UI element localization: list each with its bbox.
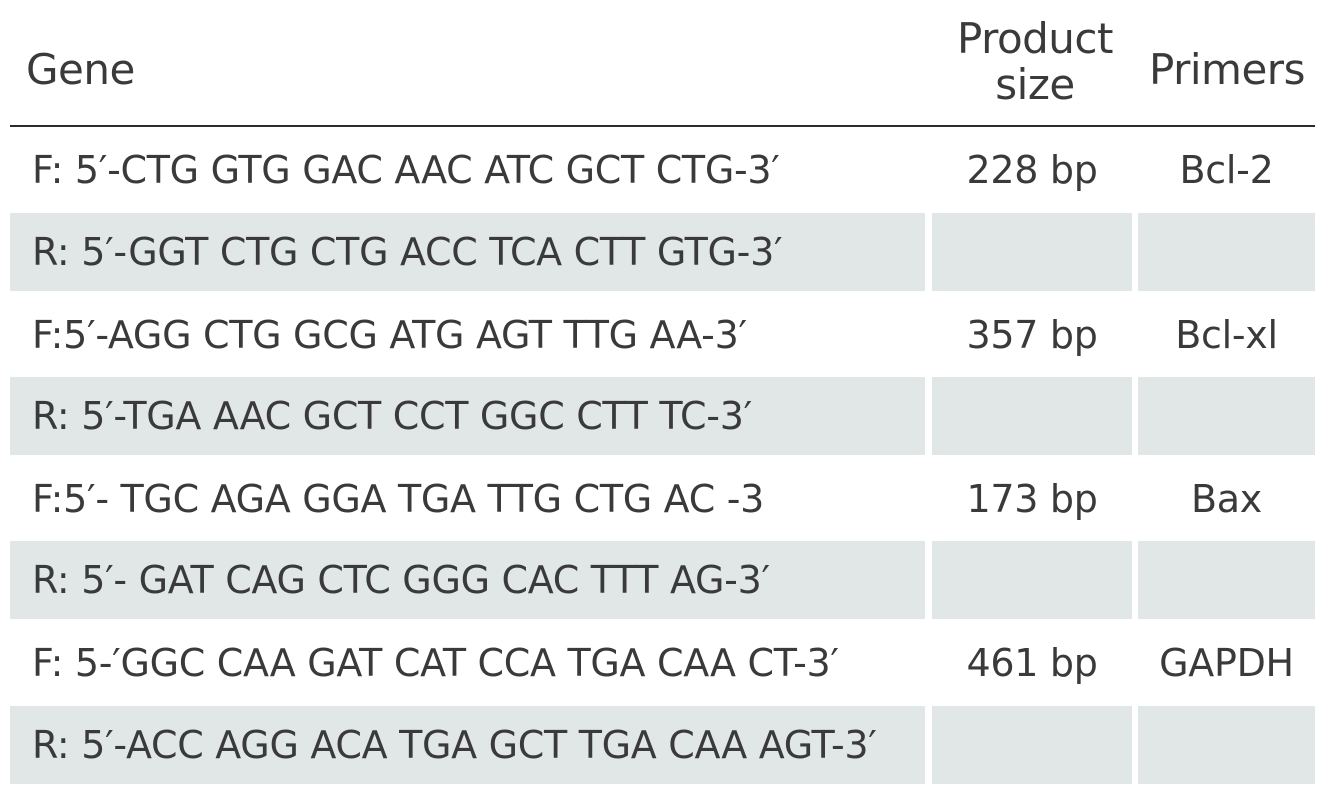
product-size-cell: 461 bp — [966, 641, 1098, 685]
table-row: F:5′- TGC AGA GGA TGA TTG CTG AC -3 173 … — [10, 460, 1315, 538]
primer-name-cell — [1138, 213, 1315, 291]
table-row: F: 5-′GGC CAA GAT CAT CCA TGA CAA CT-3′ … — [10, 624, 1315, 702]
sequence-cell: F: 5-′GGC CAA GAT CAT CCA TGA CAA CT-3′ — [32, 641, 839, 685]
primer-name-cell: Bcl-xl — [1175, 313, 1278, 357]
sequence-cell: R: 5′-TGA AAC GCT CCT GGC CTT TC-3′ — [10, 377, 925, 455]
product-size-cell — [932, 213, 1132, 291]
header-gene: Gene — [26, 45, 135, 94]
header-primers: Primers — [1149, 45, 1305, 94]
product-size-cell: 173 bp — [966, 477, 1098, 521]
product-size-cell — [932, 541, 1132, 619]
table-row: R: 5′- GAT CAG CTC GGG CAC TTT AG-3′ — [10, 541, 1315, 619]
primer-name-cell — [1138, 541, 1315, 619]
sequence-cell: R: 5′-GGT CTG CTG ACC TCA CTT GTG-3′ — [10, 213, 925, 291]
product-size-cell: 357 bp — [966, 313, 1098, 357]
header-divider — [10, 125, 1315, 127]
product-size-cell — [932, 377, 1132, 455]
product-size-cell: 228 bp — [966, 148, 1098, 192]
primer-name-cell — [1138, 377, 1315, 455]
table-row: F:5′-AGG CTG GCG ATG AGT TTG AA-3′ 357 b… — [10, 296, 1315, 374]
primer-name-cell: GAPDH — [1159, 641, 1294, 685]
header-product-size: Product size — [957, 14, 1113, 109]
table-row: R: 5′-ACC AGG ACA TGA GCT TGA CAA AGT-3′ — [10, 706, 1315, 784]
product-size-cell — [932, 706, 1132, 784]
sequence-cell: F: 5′-CTG GTG GAC AAC ATC GCT CTG-3′ — [32, 148, 780, 192]
sequence-cell: R: 5′-ACC AGG ACA TGA GCT TGA CAA AGT-3′ — [10, 706, 925, 784]
primer-table: Gene Product size Primers F: 5′-CTG GTG … — [10, 0, 1315, 800]
table-header: Gene Product size Primers — [10, 0, 1315, 126]
sequence-cell: F:5′- TGC AGA GGA TGA TTG CTG AC -3 — [32, 477, 765, 521]
table-row: R: 5′-TGA AAC GCT CCT GGC CTT TC-3′ — [10, 377, 1315, 455]
primer-name-cell — [1138, 706, 1315, 784]
primer-name-cell: Bax — [1191, 477, 1262, 521]
primer-name-cell: Bcl-2 — [1179, 148, 1274, 192]
table-row: F: 5′-CTG GTG GAC AAC ATC GCT CTG-3′ 228… — [10, 131, 1315, 209]
sequence-cell: F:5′-AGG CTG GCG ATG AGT TTG AA-3′ — [32, 313, 747, 357]
sequence-cell: R: 5′- GAT CAG CTC GGG CAC TTT AG-3′ — [10, 541, 925, 619]
table-row: R: 5′-GGT CTG CTG ACC TCA CTT GTG-3′ — [10, 213, 1315, 291]
